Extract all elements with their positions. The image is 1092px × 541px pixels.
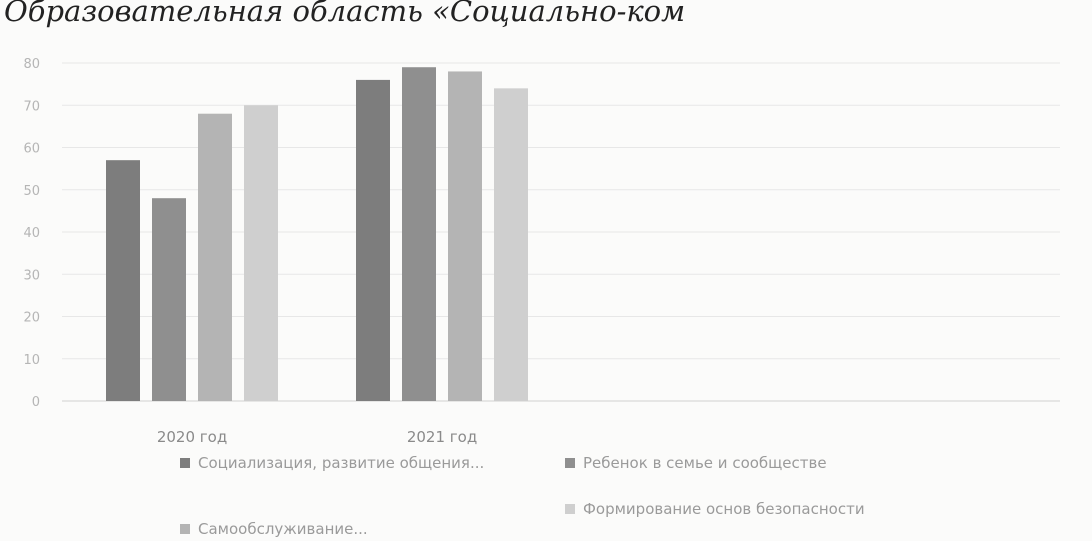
- x-tick-label-2: 2021 год: [407, 428, 477, 446]
- legend-item-4: Формирование основ безопасности: [565, 500, 865, 518]
- x-tick-label-1: 2020 год: [157, 428, 227, 446]
- y-tick-label-10: 10: [23, 353, 40, 368]
- legend-swatch-4: [565, 504, 575, 514]
- legend-label-4: Формирование основ безопасности: [583, 500, 865, 518]
- bar-2-3: [448, 71, 482, 401]
- legend-item-2: Ребенок в семье и сообществе: [565, 454, 827, 472]
- bar-1-3: [198, 113, 232, 401]
- bar-2-4: [494, 88, 528, 401]
- y-tick-label-0: 0: [32, 395, 40, 410]
- bar-2-2: [402, 67, 436, 401]
- y-tick-label-80: 80: [23, 57, 40, 72]
- legend-label-3: Самообслуживание...: [198, 520, 368, 538]
- bar-1-4: [244, 105, 278, 401]
- legend-label-1: Социализация, развитие общения...: [198, 454, 485, 472]
- bar-1-1: [106, 160, 140, 401]
- y-tick-label-30: 30: [23, 268, 40, 283]
- y-tick-label-20: 20: [23, 311, 40, 326]
- legend-swatch-1: [180, 458, 190, 468]
- y-tick-label-60: 60: [23, 142, 40, 157]
- legend-swatch-2: [565, 458, 575, 468]
- y-tick-label-50: 50: [23, 184, 40, 199]
- legend-swatch-3: [180, 524, 190, 534]
- legend-label-2: Ребенок в семье и сообществе: [583, 454, 827, 472]
- bar-1-2: [152, 198, 186, 401]
- legend-item-1: Социализация, развитие общения...: [180, 454, 484, 472]
- legend-item-3: Самообслуживание...: [180, 520, 368, 538]
- page-title: Образовательная область «Социально-ком: [4, 0, 686, 28]
- y-tick-label-40: 40: [23, 226, 40, 241]
- y-tick-label-70: 70: [23, 99, 40, 114]
- bar-2-1: [356, 79, 390, 402]
